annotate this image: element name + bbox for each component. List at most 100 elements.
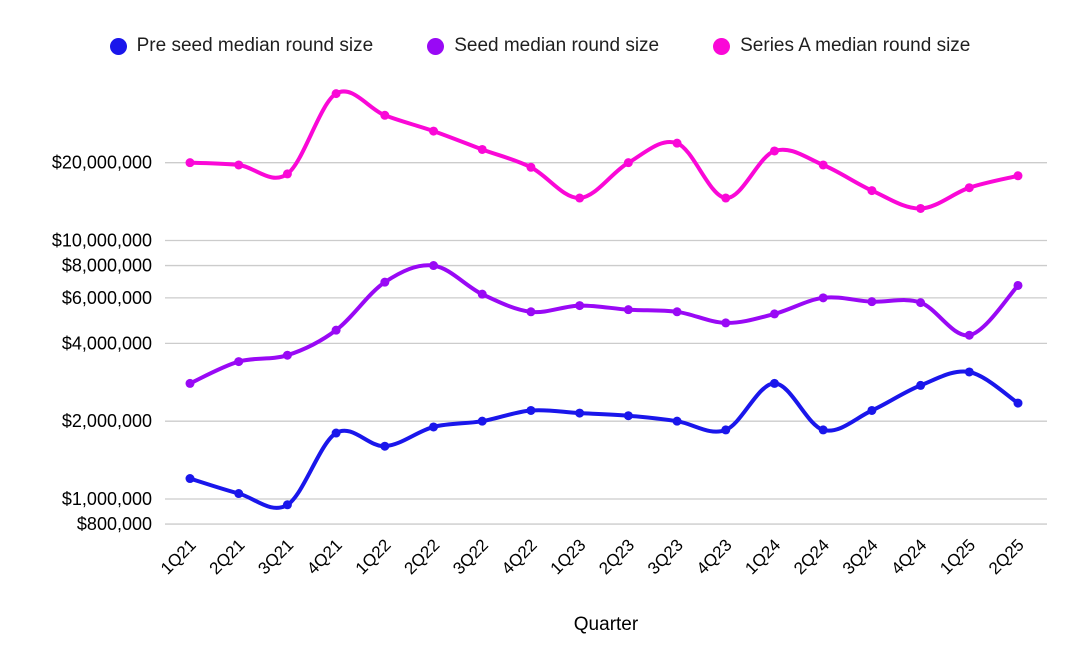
data-point — [721, 318, 731, 328]
data-point — [331, 428, 341, 438]
legend-item-pre-seed: Pre seed median round size — [109, 35, 374, 57]
data-point — [1013, 280, 1023, 290]
data-point — [185, 158, 195, 168]
legend-swatch-pre-seed-icon — [109, 37, 127, 55]
x-tick-label: 3Q22 — [449, 535, 492, 578]
data-point — [282, 169, 292, 179]
data-point — [818, 293, 828, 303]
x-tick-label: 3Q24 — [839, 535, 882, 578]
data-point — [623, 305, 633, 315]
x-tick-label: 2Q24 — [790, 535, 833, 578]
data-point — [234, 357, 244, 367]
data-point — [964, 330, 974, 340]
series-seed — [185, 261, 1023, 388]
series-pre-seed — [185, 367, 1023, 510]
x-tick-label: 1Q24 — [741, 535, 784, 578]
x-axis-title: Quarter — [574, 614, 639, 635]
x-tick-label: 4Q21 — [303, 535, 346, 578]
data-point — [380, 277, 390, 287]
data-point — [575, 301, 585, 311]
y-axis-tick-labels: $800,000 $1,000,000 $2,000,000 $4,000,000 $6… — [52, 153, 152, 534]
x-tick-label: 2Q25 — [985, 535, 1028, 578]
data-point — [185, 474, 195, 484]
x-tick-label: 1Q22 — [352, 535, 395, 578]
data-point — [331, 89, 341, 99]
data-point — [477, 144, 487, 154]
y-tick-label: $2,000,000 — [62, 411, 152, 431]
data-point — [916, 203, 926, 213]
data-point — [672, 416, 682, 426]
data-point — [964, 367, 974, 377]
data-point — [1013, 171, 1023, 181]
gridlines — [165, 162, 1047, 525]
data-point — [721, 193, 731, 203]
data-point — [429, 126, 439, 136]
x-tick-label: 3Q21 — [254, 535, 297, 578]
legend-item-series-a: Series A median round size — [713, 35, 970, 57]
data-point — [867, 297, 877, 307]
data-point — [916, 298, 926, 308]
series-series-a — [185, 89, 1023, 213]
data-point — [477, 416, 487, 426]
x-tick-label: 4Q23 — [693, 535, 736, 578]
data-point — [380, 441, 390, 451]
x-tick-label: 4Q22 — [498, 535, 541, 578]
legend-label-pre-seed: Pre seed median round size — [136, 35, 374, 56]
data-point — [867, 405, 877, 415]
legend-item-seed: Seed median round size — [427, 35, 659, 57]
data-point — [380, 110, 390, 120]
y-tick-label: $4,000,000 — [62, 333, 152, 353]
data-point — [672, 138, 682, 148]
data-point — [1013, 398, 1023, 408]
data-point — [623, 411, 633, 421]
data-point — [916, 380, 926, 390]
legend-swatch-series-a-icon — [713, 37, 731, 55]
x-tick-label: 1Q21 — [157, 535, 200, 578]
series-line — [188, 263, 1020, 386]
data-point — [575, 193, 585, 203]
x-tick-label: 4Q24 — [888, 535, 931, 578]
y-tick-label: $800,000 — [77, 514, 152, 534]
x-axis-tick-labels: 1Q21 2Q21 3Q21 4Q21 1Q22 2Q22 3Q22 4Q22 1Q23 2Q23… — [157, 535, 1028, 578]
legend-label-series-a: Series A median round size — [740, 35, 971, 56]
x-tick-label: 3Q23 — [644, 535, 687, 578]
y-tick-label: $20,000,000 — [52, 153, 152, 173]
data-point — [721, 425, 731, 435]
data-point — [282, 500, 292, 510]
x-tick-label: 1Q23 — [547, 535, 590, 578]
data-point — [526, 307, 536, 317]
data-point — [818, 425, 828, 435]
data-point — [282, 350, 292, 360]
x-tick-label: 2Q22 — [401, 535, 444, 578]
data-point — [185, 378, 195, 388]
series-line — [188, 369, 1020, 510]
data-point — [526, 162, 536, 172]
data-point — [429, 261, 439, 271]
legend-swatch-seed-icon — [427, 37, 445, 55]
data-point — [672, 307, 682, 317]
y-tick-label: $8,000,000 — [62, 256, 152, 276]
data-point — [234, 160, 244, 170]
data-point — [867, 186, 877, 196]
legend-label-seed: Seed median round size — [454, 35, 660, 56]
x-tick-label: 2Q21 — [206, 535, 249, 578]
chart-legend: Pre seed median round size Seed median r… — [0, 35, 1080, 57]
data-point — [575, 408, 585, 418]
data-point — [769, 309, 779, 319]
data-point — [964, 183, 974, 193]
data-point — [429, 422, 439, 432]
y-tick-label: $10,000,000 — [52, 231, 152, 251]
data-point — [623, 158, 633, 168]
data-point — [769, 146, 779, 156]
series-line — [188, 89, 1020, 211]
data-point — [526, 405, 536, 415]
data-point — [769, 378, 779, 388]
x-tick-label: 1Q25 — [936, 535, 979, 578]
data-point — [818, 160, 828, 170]
data-point — [477, 289, 487, 299]
data-point — [331, 325, 341, 335]
y-tick-label: $6,000,000 — [62, 288, 152, 308]
series-layer — [185, 89, 1023, 510]
